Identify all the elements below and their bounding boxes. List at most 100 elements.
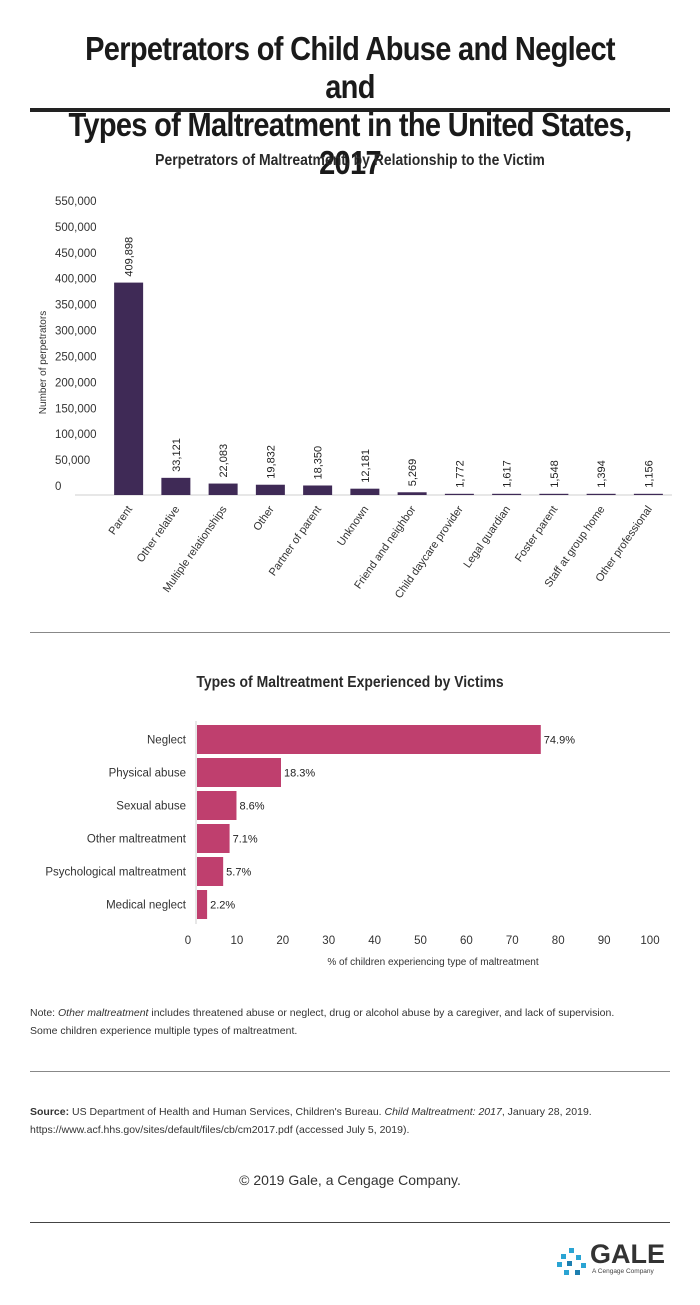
y-tick-label: 300,000: [55, 326, 97, 338]
source-line-1: Source: US Department of Health and Huma…: [30, 1103, 675, 1121]
source-text-1: US Department of Health and Human Servic…: [69, 1106, 385, 1118]
footer-divider: [30, 1222, 670, 1223]
x-tick-label: Partner of parent: [267, 504, 324, 579]
x-tick-label: Parent: [107, 504, 135, 537]
note-prefix: Note:: [30, 1007, 59, 1019]
bar-value-label: 22,083: [218, 444, 230, 478]
bar-value-label: 74.9%: [544, 735, 575, 747]
y-tick-label: 150,000: [55, 403, 97, 415]
y-tick-label: 100,000: [55, 429, 97, 441]
section-divider: [30, 632, 670, 633]
bar-value-label: 19,832: [265, 445, 277, 479]
bar: [114, 282, 144, 495]
x-tick-label: 70: [506, 935, 519, 947]
bar-value-label: 5,269: [407, 459, 419, 487]
bar-value-label: 1,548: [549, 460, 561, 488]
source-text-2: , January 28, 2019.: [501, 1106, 592, 1118]
bar-value-label: 1,617: [502, 460, 514, 488]
logo-word: GALE: [590, 1239, 666, 1269]
bar-value-label: 12,181: [360, 449, 372, 483]
bar: [255, 484, 285, 495]
x-tick-label: 80: [552, 935, 565, 947]
bar: [303, 485, 333, 495]
category-label: Sexual abuse: [116, 801, 186, 813]
bar-chart-title: Perpetrators of Maltreatment, by Relatio…: [155, 152, 545, 169]
x-tick-label: Other relative: [135, 504, 183, 565]
bar: [197, 890, 208, 919]
y-tick-label: 200,000: [55, 377, 97, 389]
note-line-2: Some children experience multiple types …: [30, 1025, 298, 1037]
bar: [492, 493, 522, 495]
source-divider: [30, 1071, 670, 1072]
x-tick-label: 60: [460, 935, 473, 947]
bar: [197, 824, 230, 853]
title-divider: [30, 108, 670, 112]
copyright: © 2019 Gale, a Cengage Company.: [239, 1172, 461, 1188]
x-tick-label: 20: [276, 935, 289, 947]
x-tick-label: Unknown: [335, 504, 371, 548]
source-label: Source:: [30, 1106, 70, 1118]
y-tick-label: 50,000: [55, 455, 90, 467]
category-label: Neglect: [147, 735, 187, 747]
bar-value-label: 8.6%: [239, 801, 264, 813]
gale-logo: GALE A Cengage Company: [555, 1240, 675, 1282]
logo-tagline: A Cengage Company: [592, 1268, 654, 1275]
bar: [197, 791, 237, 820]
y-tick-label: 250,000: [55, 351, 97, 363]
note-line1-rest: includes threatened abuse or neglect, dr…: [148, 1007, 615, 1019]
bar: [208, 483, 238, 495]
source-publication: Child Maltreatment: 2017: [384, 1106, 502, 1118]
bar: [161, 477, 191, 495]
note-term: Other maltreatment: [58, 1007, 149, 1019]
bar-value-label: 1,772: [454, 460, 466, 488]
page-title: Perpetrators of Child Abuse and Neglect …: [68, 30, 632, 182]
page-title-line-2: Types of Maltreatment in the United Stat…: [68, 106, 632, 181]
x-tick-label: 40: [368, 935, 381, 947]
bar-value-label: 1,394: [596, 460, 608, 488]
bar-value-label: 33,121: [171, 438, 183, 472]
hbar-chart-title: Types of Maltreatment Experienced by Vic…: [196, 674, 504, 691]
category-label: Physical abuse: [109, 768, 186, 780]
bar-value-label: 18,350: [313, 446, 325, 480]
x-tick-label: 100: [640, 935, 659, 947]
source: Source: US Department of Health and Huma…: [30, 1103, 675, 1139]
x-tick-label: 30: [322, 935, 335, 947]
category-label: Other maltreatment: [87, 834, 187, 846]
bar-value-label: 5.7%: [226, 867, 251, 879]
category-label: Psychological maltreatment: [45, 867, 186, 879]
note: Note: Other maltreatment includes threat…: [30, 1004, 675, 1040]
bar-value-label: 7.1%: [233, 834, 258, 846]
y-tick-label: 550,000: [55, 196, 97, 208]
bar: [197, 725, 541, 754]
y-tick-label: 400,000: [55, 274, 97, 286]
x-tick-label: 50: [414, 935, 427, 947]
bar-value-label: 409,898: [124, 237, 136, 277]
x-tick-label: 10: [231, 935, 244, 947]
y-axis-label: Number of perpetrators: [38, 311, 49, 414]
y-tick-label: 0: [55, 481, 61, 493]
bar-value-label: 1,156: [643, 460, 655, 488]
perpetrators-bar-chart: 550,000 500,000 450,000 400,000 350,000 300,0…: [38, 196, 672, 601]
bar: [444, 493, 474, 495]
bar: [197, 857, 224, 886]
x-tick-label: 90: [598, 935, 611, 947]
x-axis-label: % of children experiencing type of maltr…: [327, 957, 538, 968]
bar: [197, 758, 281, 787]
y-tick-label: 350,000: [55, 300, 97, 312]
bar: [586, 493, 616, 495]
page-title-line-1: Perpetrators of Child Abuse and Neglect …: [85, 30, 615, 105]
y-tick-label: 500,000: [55, 222, 97, 234]
y-tick-label: 450,000: [55, 248, 97, 260]
bar: [633, 493, 663, 495]
x-tick-label: Foster parent: [513, 504, 560, 564]
maltreatment-types-bar-chart: Neglect 74.9% Physical abuse 18.3% Sexual ab…: [45, 721, 660, 968]
bar-value-label: 18.3%: [284, 768, 315, 780]
bar-value-label: 2.2%: [210, 900, 235, 912]
x-tick-label: Other: [251, 504, 277, 534]
note-line-1: Note: Other maltreatment includes threat…: [30, 1004, 675, 1022]
source-url: https://www.acf.hhs.gov/sites/default/fi…: [30, 1124, 410, 1136]
bar: [350, 488, 380, 495]
x-tick-label: 0: [185, 935, 191, 947]
x-tick-label: Legal guardian: [461, 504, 513, 571]
category-label: Medical neglect: [106, 900, 187, 912]
